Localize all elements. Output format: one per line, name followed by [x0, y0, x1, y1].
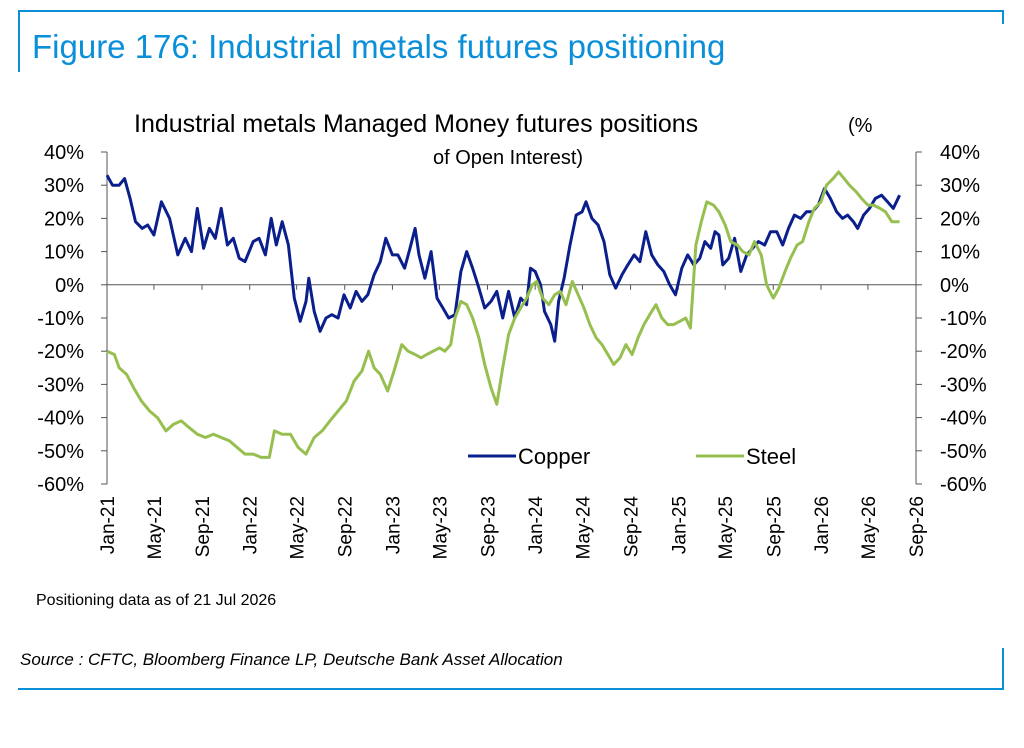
- x-tick-label: May-26: [859, 496, 880, 559]
- y-tick-label-left: -30%: [37, 374, 84, 396]
- axes: -60% -60% -50% -50% -40% -40% -30% -30% -20% -20%…: [37, 142, 987, 559]
- positioning-note: Positioning data as of 21 Jul 2026: [36, 592, 277, 609]
- figure-title: Figure 176: Industrial metals futures po…: [32, 28, 726, 65]
- x-tick-label: Sep-22: [336, 496, 357, 557]
- y-tick-label-right: 40%: [940, 142, 980, 164]
- y-tick-label-right: 30%: [940, 175, 980, 197]
- y-tick-label-right: -20%: [940, 341, 987, 363]
- x-tick-label: Jan-24: [526, 496, 547, 555]
- frame-right-bottom-border: [1002, 648, 1004, 690]
- source-note: Source : CFTC, Bloomberg Finance LP, Deu…: [20, 650, 563, 669]
- y-tick-label-right: -60%: [940, 474, 987, 496]
- y-tick-label-left: 10%: [44, 242, 84, 264]
- legend-label-copper: Copper: [518, 444, 590, 469]
- y-tick-label-left: -40%: [37, 408, 84, 430]
- y-tick-label-right: 0%: [940, 275, 969, 297]
- y-tick-label-left: 40%: [44, 142, 84, 164]
- x-tick-label: Jan-26: [812, 496, 833, 554]
- series-line-steel: [106, 170, 900, 459]
- y-tick-label-right: -50%: [940, 441, 987, 463]
- x-tick-label: May-22: [288, 496, 309, 559]
- y-tick-label-left: 0%: [55, 275, 84, 297]
- y-tick-label-right: -30%: [940, 374, 987, 396]
- frame-left-border: [18, 10, 20, 72]
- y-tick-label-right: -10%: [940, 308, 987, 330]
- y-tick-label-right: 20%: [940, 208, 980, 230]
- y-tick-label-left: -10%: [37, 308, 84, 330]
- frame-top-border: [18, 10, 1004, 12]
- x-tick-label: Jan-23: [383, 496, 404, 554]
- y-tick-label-left: 30%: [44, 175, 84, 197]
- x-tick-label: Jan-25: [669, 496, 690, 554]
- x-tick-label: Sep-23: [478, 496, 499, 557]
- series-group: [105, 170, 901, 459]
- frame-bottom-border: [18, 688, 1004, 690]
- x-tick-label: Jan-22: [241, 496, 262, 554]
- positions-chart: Industrial metals Managed Money futures …: [37, 110, 987, 559]
- chart-title: Industrial metals Managed Money futures …: [134, 110, 698, 138]
- frame-right-top-border: [1002, 10, 1004, 24]
- y-tick-label-right: -40%: [940, 408, 987, 430]
- x-tick-label: Sep-25: [764, 496, 785, 557]
- x-tick-label: Sep-26: [907, 496, 928, 557]
- x-tick-label: Sep-24: [622, 496, 643, 558]
- x-tick-label: Jan-21: [98, 496, 119, 554]
- y-tick-label-left: 20%: [44, 208, 84, 230]
- series-line-copper: [105, 174, 901, 343]
- y-tick-label-left: -50%: [37, 441, 84, 463]
- y-tick-label-left: -60%: [37, 474, 84, 496]
- chart-subtitle-b: of Open Interest): [433, 147, 583, 169]
- x-tick-label: May-21: [145, 496, 166, 559]
- legend-label-steel: Steel: [746, 444, 796, 469]
- y-tick-label-right: 10%: [940, 242, 980, 264]
- legend: Copper Steel: [468, 444, 796, 469]
- x-tick-label: Sep-21: [193, 496, 214, 557]
- x-tick-label: May-25: [716, 496, 737, 559]
- y-tick-label-left: -20%: [37, 341, 84, 363]
- x-tick-label: May-23: [430, 496, 451, 559]
- chart-subtitle-a: (%: [848, 115, 873, 137]
- x-tick-label: May-24: [573, 496, 594, 560]
